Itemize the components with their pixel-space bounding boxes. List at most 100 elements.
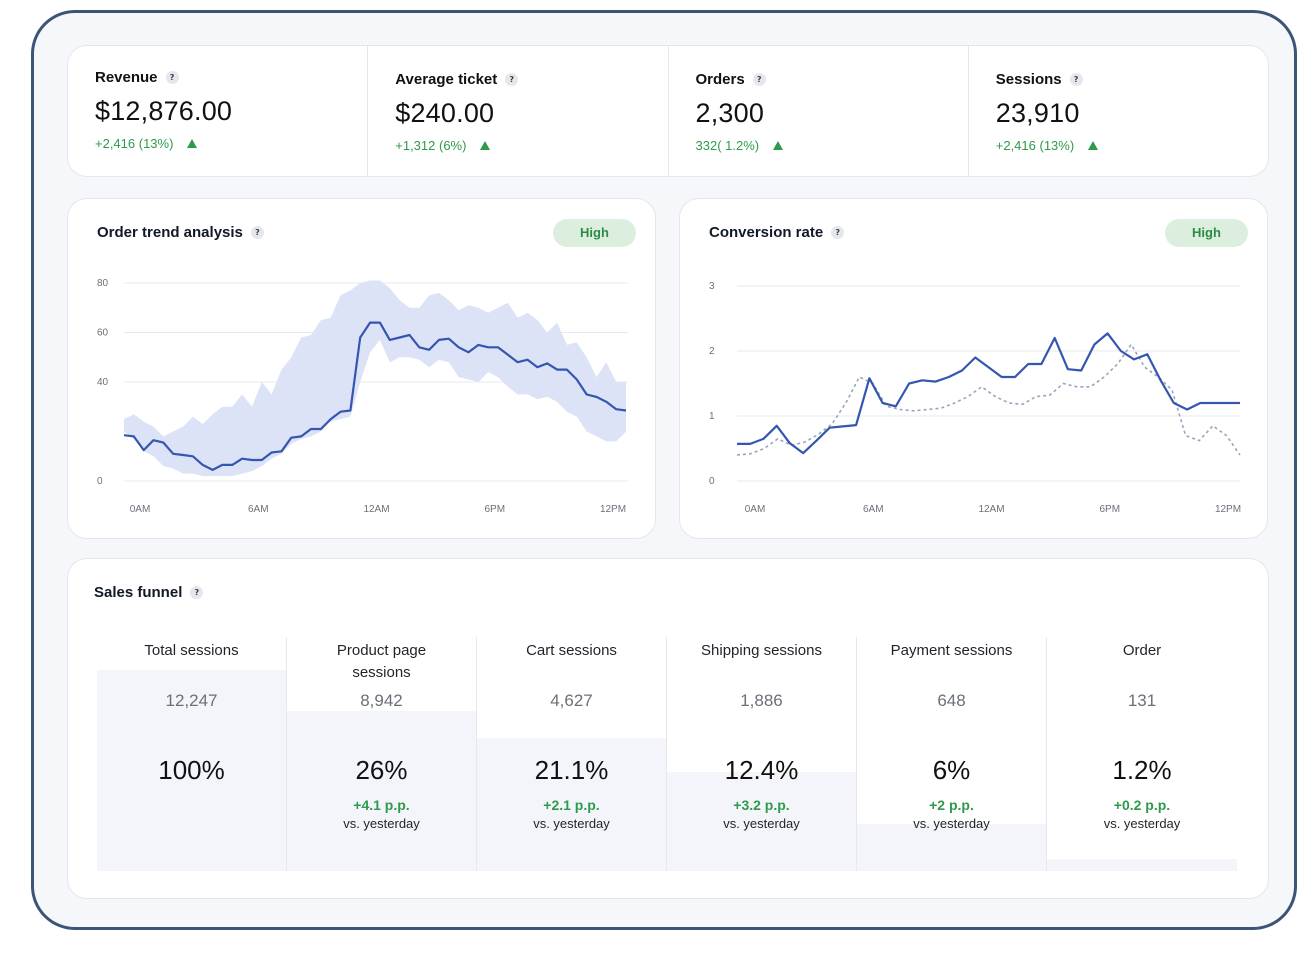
- funnel-bar: [1047, 859, 1237, 871]
- x-tick-label: 12AM: [978, 504, 1004, 515]
- x-tick-label: 6AM: [248, 504, 269, 515]
- x-tick-label: 6PM: [1099, 504, 1120, 515]
- x-tick-label: 0AM: [130, 504, 151, 515]
- x-tick-label: 12PM: [1215, 504, 1241, 515]
- kpi-value: $12,876.00: [95, 96, 233, 126]
- help-icon[interactable]: ?: [190, 586, 204, 599]
- funnel-bar: [857, 823, 1046, 871]
- conversion-rate-chart: 0 1 2 3 0AM 6AM 12AM 6PM 12PM: [709, 281, 1241, 515]
- y-tick-label: 0: [97, 476, 103, 487]
- stage-name: Total sessions: [144, 642, 239, 659]
- stage-delta: +4.1 p.p.: [353, 797, 410, 813]
- trend-up-icon: [1088, 141, 1099, 150]
- stage-percent: 26%: [355, 755, 408, 785]
- order-trend-card: Order trend analysis? High 0 40 60 80 0AM 6AM…: [67, 198, 656, 539]
- kpi-label: Average ticket: [395, 71, 498, 88]
- stage-percent: 21.1%: [534, 755, 609, 785]
- kpi-delta: +2,416 (13%): [95, 136, 174, 151]
- dashboard-frame: Revenue? $12,876.00 +2,416 (13%) Average…: [31, 10, 1297, 930]
- kpi-label: Revenue: [95, 69, 158, 86]
- funnel-stage-shipping[interactable]: Shipping sessions 1,886 12.4% +3.2 p.p. …: [667, 637, 857, 871]
- stage-delta: +2 p.p.: [929, 797, 974, 813]
- status-badge: High: [553, 219, 636, 247]
- kpi-sessions[interactable]: Sessions? 23,910 +2,416 (13%): [969, 46, 1268, 176]
- stage-delta: +3.2 p.p.: [733, 797, 790, 813]
- x-tick-label: 0AM: [745, 504, 766, 515]
- stage-comparison: vs. yesterday: [1103, 816, 1181, 831]
- stage-percent: 6%: [932, 755, 971, 785]
- kpi-value: 23,910: [995, 98, 1080, 128]
- stage-percent: 1.2%: [1112, 755, 1172, 785]
- funnel-stage-product-page[interactable]: Product page sessions 8,942 26% +4.1 p.p…: [287, 637, 477, 871]
- funnel-stage-total-sessions[interactable]: Total sessions 12,247 100%: [97, 637, 287, 871]
- funnel-stage-cart[interactable]: Cart sessions 4,627 21.1% +2.1 p.p. vs. …: [477, 637, 667, 871]
- funnel-stage-payment[interactable]: Payment sessions 648 6% +2 p.p. vs. yest…: [857, 637, 1047, 871]
- trend-up-icon: [480, 141, 491, 150]
- stage-count: 4,627: [550, 691, 593, 710]
- help-icon[interactable]: ?: [505, 73, 519, 86]
- kpi-delta: 332( 1.2%): [695, 138, 760, 153]
- stage-comparison: vs. yesterday: [913, 816, 990, 831]
- order-trend-chart: 0 40 60 80 0AM 6AM 12AM 6PM 12PM: [97, 278, 628, 515]
- stage-comparison: vs. yesterday: [343, 816, 420, 831]
- x-tick-label: 6PM: [484, 504, 505, 515]
- stage-count: 12,247: [165, 691, 218, 710]
- trend-up-icon: [773, 141, 784, 150]
- stage-count: 131: [1127, 691, 1157, 710]
- funnel: Total sessions 12,247 100% Product page …: [97, 637, 1237, 871]
- stage-name: Cart sessions: [526, 642, 617, 659]
- x-tick-label: 12AM: [363, 504, 389, 515]
- funnel-bar: [477, 738, 666, 871]
- y-tick-label: 40: [97, 377, 109, 388]
- stage-count: 648: [937, 691, 966, 710]
- x-tick-label: 12PM: [600, 504, 626, 515]
- y-tick-label: 3: [709, 281, 715, 292]
- stage-count: 1,886: [740, 691, 783, 710]
- kpi-revenue[interactable]: Revenue? $12,876.00 +2,416 (13%): [68, 46, 369, 176]
- stage-name: Product page sessions: [336, 642, 427, 681]
- stage-delta: +2.1 p.p.: [543, 797, 600, 813]
- trend-up-icon: [187, 139, 198, 148]
- help-icon[interactable]: ?: [1069, 73, 1083, 86]
- stage-name: Payment sessions: [890, 642, 1013, 659]
- y-tick-label: 60: [97, 328, 109, 339]
- comparison-series-line: [736, 343, 1241, 456]
- stage-comparison: vs. yesterday: [723, 816, 800, 831]
- stage-percent: 12.4%: [724, 755, 799, 785]
- y-tick-label: 80: [97, 278, 109, 289]
- kpi-value: 2,300: [695, 98, 765, 128]
- x-tick-label: 6AM: [863, 504, 884, 515]
- stage-count: 8,942: [360, 691, 403, 710]
- sales-funnel-card: Sales funnel? Total sessions 12,247 100%…: [67, 558, 1269, 899]
- kpi-delta: +1,312 (6%): [395, 138, 467, 153]
- kpi-orders[interactable]: Orders? 2,300 332( 1.2%): [669, 46, 969, 176]
- stage-delta: +0.2 p.p.: [1113, 797, 1171, 813]
- stage-name: Shipping sessions: [701, 642, 822, 659]
- funnel-stage-order[interactable]: Order 131 1.2% +0.2 p.p. vs. yesterday: [1047, 637, 1237, 871]
- conversion-rate-card: Conversion rate? High 0 1 2 3 0AM 6AM 12AM 6PM 1…: [679, 198, 1268, 539]
- help-icon[interactable]: ?: [250, 226, 264, 239]
- funnel-bar: [97, 670, 286, 871]
- kpi-label: Orders: [695, 71, 745, 88]
- funnel-title: Sales funnel: [94, 584, 183, 601]
- kpi-delta: +2,416 (13%): [995, 138, 1075, 153]
- kpi-value: $240.00: [395, 98, 495, 128]
- kpi-card: Revenue? $12,876.00 +2,416 (13%) Average…: [67, 45, 1269, 177]
- stage-comparison: vs. yesterday: [533, 816, 610, 831]
- status-badge: High: [1165, 219, 1248, 247]
- y-tick-label: 2: [709, 346, 715, 357]
- help-icon[interactable]: ?: [165, 71, 179, 84]
- y-tick-label: 0: [709, 476, 715, 487]
- stage-percent: 100%: [158, 755, 225, 785]
- stage-name: Order: [1122, 642, 1162, 659]
- kpi-average-ticket[interactable]: Average ticket? $240.00 +1,312 (6%): [368, 46, 669, 176]
- funnel-bar: [287, 710, 476, 871]
- chart-title: Conversion rate: [709, 224, 824, 241]
- series-line: [123, 321, 627, 471]
- y-tick-label: 1: [709, 411, 715, 422]
- confidence-band: [124, 280, 626, 477]
- funnel-bar: [667, 772, 856, 871]
- help-icon[interactable]: ?: [752, 73, 766, 86]
- help-icon[interactable]: ?: [831, 226, 845, 239]
- kpi-label: Sessions: [995, 71, 1062, 88]
